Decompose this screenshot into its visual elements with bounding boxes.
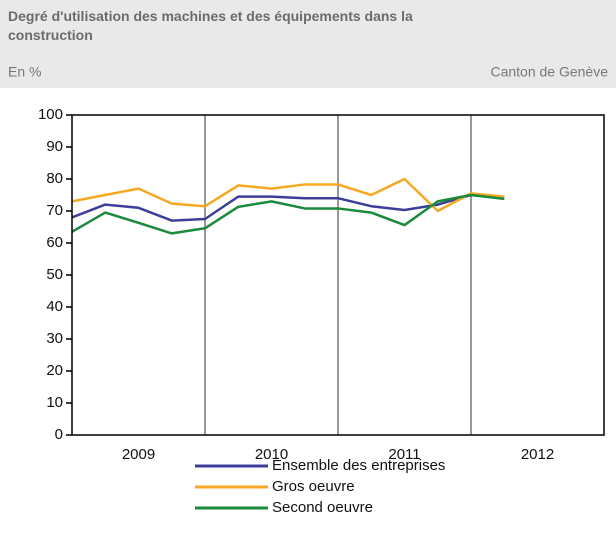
header-panel — [0, 0, 616, 88]
y-tick-label: 80 — [46, 170, 63, 187]
x-tick-label: 2010 — [255, 446, 288, 463]
legend-label: Gros oeuvre — [272, 478, 355, 495]
chart-subtitle: En % — [8, 64, 41, 80]
plot-frame — [71, 114, 605, 436]
y-tick-label: 90 — [46, 138, 63, 155]
x-tick-label: 2011 — [388, 446, 420, 463]
y-tick-label: 20 — [46, 362, 63, 379]
y-tick-label: 60 — [46, 234, 63, 251]
series-line — [71, 177, 505, 213]
area-label: Canton de Genève — [490, 64, 608, 80]
series-line — [71, 193, 505, 235]
legend-label: Second oeuvre — [272, 499, 373, 516]
x-tick-label: 2012 — [521, 446, 554, 463]
legend-label: Ensemble des entreprises — [272, 457, 445, 474]
y-tick-label: 100 — [38, 106, 63, 123]
y-tick-label: 30 — [46, 330, 63, 347]
series-line — [71, 193, 505, 222]
chart-title: Degré d'utilisation des machines et des … — [8, 8, 413, 43]
y-tick-label: 0 — [55, 426, 63, 443]
y-tick-label: 70 — [46, 202, 63, 219]
y-tick-label: 10 — [46, 394, 63, 411]
y-tick-label: 50 — [46, 266, 63, 283]
x-tick-label: 2009 — [122, 446, 155, 463]
y-tick-label: 40 — [46, 298, 63, 315]
